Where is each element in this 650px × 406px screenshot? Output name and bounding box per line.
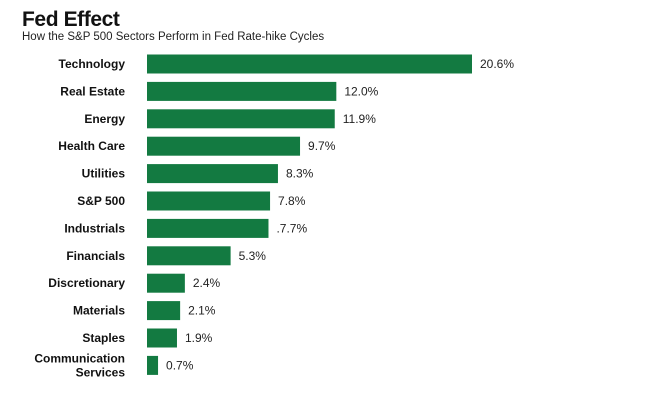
bar [147, 81, 337, 101]
bar [147, 273, 185, 293]
bar [147, 355, 159, 375]
category-label: Staples [82, 331, 125, 345]
category-label-line: S&P 500 [77, 194, 125, 208]
value-label: 8.3% [286, 167, 314, 181]
bar [147, 328, 177, 348]
category-label-line: Materials [73, 304, 125, 318]
category-label: Real Estate [60, 84, 125, 98]
bar [147, 218, 269, 238]
category-label-line: Utilities [82, 167, 126, 181]
bar [147, 301, 181, 321]
value-label: 11.9% [343, 112, 376, 126]
category-label-line: Health Care [58, 139, 125, 153]
bar [147, 164, 278, 184]
value-label: 12.0% [344, 84, 378, 98]
category-label: Technology [59, 57, 126, 71]
category-label: Health Care [58, 139, 125, 153]
value-label: 9.7% [308, 139, 336, 153]
bar [147, 136, 301, 156]
bar [147, 109, 335, 129]
bar [147, 246, 231, 266]
category-label: Materials [73, 304, 125, 318]
category-label-line: Discretionary [48, 276, 125, 290]
category-label: Utilities [82, 167, 126, 181]
value-label: 0.7% [166, 358, 194, 372]
value-label: .7.7% [276, 221, 307, 235]
category-label-line: Communication [34, 351, 125, 365]
category-label: S&P 500 [77, 194, 125, 208]
value-label: 20.6% [480, 57, 514, 71]
category-label-line: Staples [82, 331, 125, 345]
category-label-line: Financials [66, 249, 125, 263]
category-label: Financials [66, 249, 125, 263]
value-label: 7.8% [278, 194, 306, 208]
chart-subtitle: How the S&P 500 Sectors Perform in Fed R… [22, 31, 325, 43]
category-label: Energy [84, 112, 125, 126]
chart-title: Fed Effect [22, 8, 120, 31]
category-label: Industrials [64, 221, 125, 235]
value-label: 1.9% [185, 331, 213, 345]
category-label-line: Technology [59, 57, 126, 71]
bar [147, 54, 472, 74]
value-label: 2.4% [193, 276, 221, 290]
value-label: 2.1% [188, 304, 216, 318]
category-label: Communication Services [34, 351, 125, 379]
category-label-line: Industrials [64, 221, 125, 235]
category-label-line: Real Estate [60, 84, 125, 98]
category-label: Discretionary [48, 276, 125, 290]
category-label-line: Energy [84, 112, 125, 126]
value-label: 5.3% [239, 249, 267, 263]
bar [147, 191, 271, 211]
category-label-line: Services [76, 365, 126, 379]
